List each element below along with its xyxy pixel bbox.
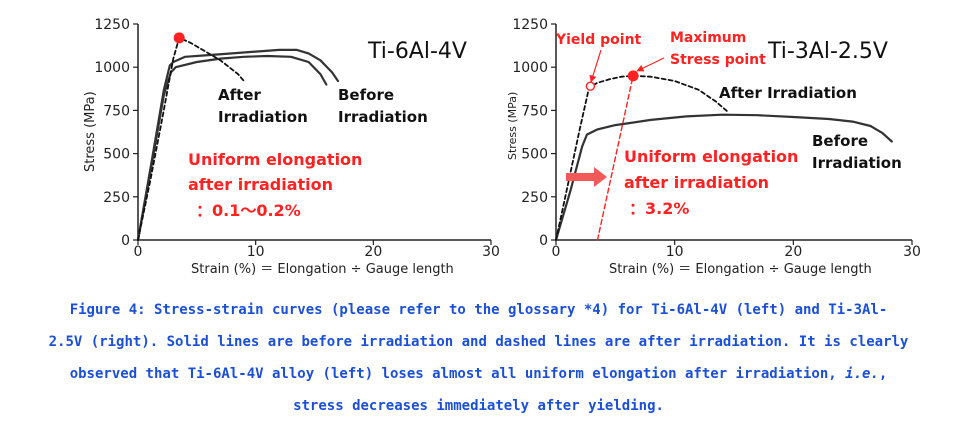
left-series-0	[136, 48, 340, 242]
left-uniform-label-3: ：0.1～0.2%	[196, 201, 301, 220]
left-uniform-label-2: after irradiation	[188, 175, 333, 194]
left-series-1	[136, 54, 328, 242]
right-y-axis-label: Stress (MPa)	[506, 92, 519, 160]
left-after-label-2: Irradiation	[218, 108, 308, 126]
right-ytick-label: 750	[521, 103, 548, 119]
right-ytick-label: 1250	[512, 17, 548, 33]
right-ytick-label: 1000	[512, 60, 548, 76]
left-uniform-label-1: Uniform elongation	[188, 150, 362, 169]
left-before-label-1: Before	[338, 86, 394, 104]
caption-ie: i.e.	[845, 366, 879, 382]
right-xtick-label: 10	[666, 244, 684, 260]
left-xtick-label: 10	[247, 244, 265, 260]
left-series-group	[136, 32, 340, 242]
left-ytick-label: 750	[103, 103, 130, 119]
right-x-axis-label: Strain (%) ＝ Elongation ÷ Gauge length	[609, 262, 872, 277]
right-alloy-title: Ti-3Al-2.5V	[767, 39, 888, 64]
caption-line-3: observed that Ti-6Al-4V alloy (left) los…	[8, 358, 949, 390]
left-y-ticks: 0 250 500 750 1000 1250	[94, 17, 138, 249]
right-before-label-2: Irradiation	[812, 154, 902, 172]
caption-line-1: Figure 4: Stress-strain curves (please r…	[69, 302, 888, 318]
figure-caption: Figure 4: Stress-strain curves (please r…	[8, 294, 949, 422]
left-x-ticks: 0 10 20 30	[134, 240, 500, 260]
right-series-1	[555, 74, 729, 241]
left-y-axis-label: Stress (MPa)	[83, 91, 98, 172]
right-y-ticks: 0 250 500 750 1000 1250	[512, 17, 556, 249]
left-series-2	[137, 36, 245, 241]
right-uniform-label-2: after irradiation	[624, 173, 769, 192]
right-xtick-label: 0	[552, 244, 561, 260]
left-ytick-label: 250	[103, 190, 130, 206]
right-series-0	[554, 113, 893, 242]
left-ytick-label: 0	[121, 233, 130, 249]
right-yield-arrow	[589, 49, 602, 83]
right-after-label: After Irradiation	[719, 84, 857, 102]
right-marker-1	[627, 70, 639, 82]
right-ytick-label: 250	[521, 190, 548, 206]
right-ytick-label: 0	[539, 233, 548, 249]
right-yield-label: Yield point	[555, 32, 642, 48]
right-x-ticks: 0 10 20 30	[552, 240, 921, 260]
left-ytick-label: 1250	[94, 17, 130, 33]
right-xtick-label: 20	[784, 244, 802, 260]
left-marker-0	[173, 32, 185, 44]
right-series-2	[596, 75, 634, 241]
caption-comma: ,	[878, 366, 888, 382]
right-marker-0	[585, 81, 596, 91]
left-before-label-2: Irradiation	[338, 108, 428, 126]
left-ytick-label: 1000	[94, 60, 130, 76]
left-xtick-label: 20	[364, 244, 382, 260]
right-maximum-label-1: Maximum	[670, 30, 746, 46]
left-alloy-title: Ti-6Al-4V	[367, 39, 467, 64]
right-uniform-label-3: ：3.2%	[629, 199, 689, 218]
right-uniform-label-1: Uniform elongation	[624, 147, 798, 166]
left-after-label-1: After	[218, 86, 261, 104]
right-xtick-label: 30	[903, 244, 921, 260]
caption-line-2: 2.5V (right). Solid lines are before irr…	[48, 334, 909, 350]
right-maximum-arrow	[636, 57, 665, 72]
left-xtick-label: 30	[482, 244, 500, 260]
right-before-label-1: Before	[812, 132, 868, 150]
right-ytick-label: 500	[521, 147, 548, 163]
caption-line-3-text: observed that Ti-6Al-4V alloy (left) los…	[69, 366, 837, 382]
left-ytick-label: 500	[103, 147, 130, 163]
caption-line-4: stress decreases immediately after yield…	[293, 398, 664, 414]
left-xtick-label: 0	[134, 244, 143, 260]
right-series-group	[554, 70, 893, 242]
right-maximum-label-2: Stress point	[670, 52, 766, 68]
left-x-axis-label: Strain (%) ＝ Elongation ÷ Gauge length	[191, 262, 454, 277]
right-shift-arrow	[566, 167, 607, 187]
